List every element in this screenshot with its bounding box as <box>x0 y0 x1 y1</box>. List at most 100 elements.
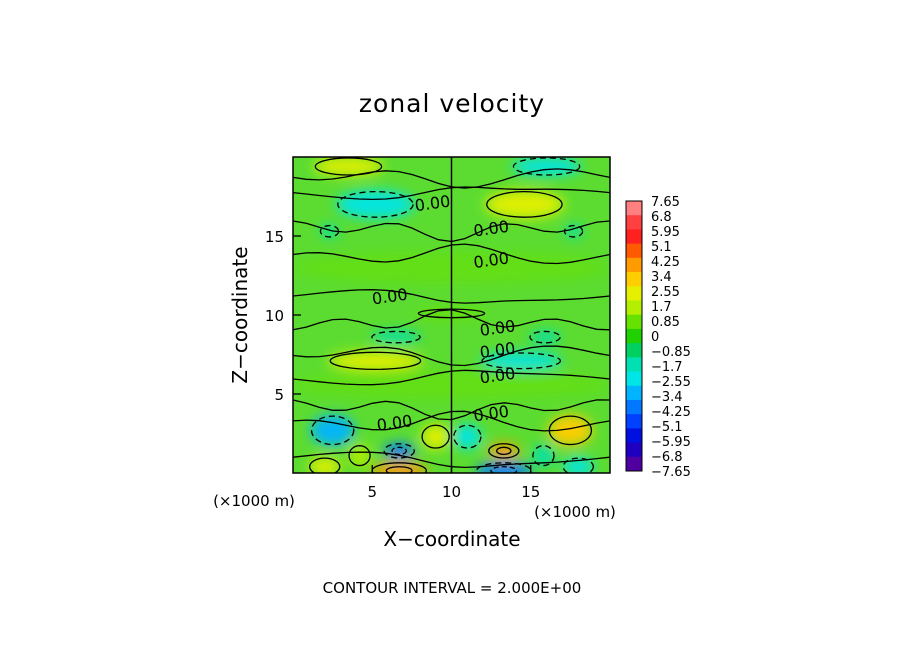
colorbar-swatch <box>626 343 642 358</box>
contour-ring-inner <box>490 466 518 473</box>
colorbar-swatch <box>626 272 642 287</box>
colorbar-swatch <box>626 201 642 216</box>
field-feature <box>383 442 416 459</box>
field-feature <box>564 224 584 238</box>
colorbar-level-label: 0.85 <box>651 315 680 330</box>
colorbar-level-label: 7.65 <box>651 195 680 210</box>
colorbar-swatch <box>626 243 642 259</box>
field-feature <box>327 351 423 371</box>
contour-ring <box>486 190 563 218</box>
contour-label: 0.00 <box>479 338 517 362</box>
field-feature <box>308 457 341 473</box>
colorbar-swatch <box>626 414 642 429</box>
x-axis-label: X−coordinate <box>383 527 520 551</box>
colorbar-level-label: −6.8 <box>651 450 683 465</box>
field-feature <box>548 414 593 447</box>
field-feature <box>310 414 355 447</box>
z-tick-label: 10 <box>265 307 284 325</box>
colorbar-swatch <box>626 371 642 387</box>
contour-ring <box>314 157 383 176</box>
contour-ring <box>329 351 422 371</box>
x-unit-left: (×1000 m) <box>213 492 295 510</box>
colorbar-swatch <box>626 357 642 373</box>
field-feature <box>335 190 416 219</box>
contour-ring-inner <box>385 466 413 473</box>
field-feature <box>487 442 520 459</box>
contour-ring <box>532 445 555 467</box>
z-tick-label: 15 <box>265 228 284 246</box>
contour-ring <box>310 415 355 446</box>
colorbar-level-label: 1.7 <box>651 300 672 315</box>
colorbar-level-label: −2.55 <box>651 375 691 390</box>
contour-ring <box>562 457 595 473</box>
colorbar: 7.656.85.955.14.253.42.551.70.850−0.85−1… <box>625 195 691 480</box>
colorbar-swatch <box>626 328 642 344</box>
contour-interval-footer: CONTOUR INTERVAL = 2.000E+00 <box>323 579 582 597</box>
colorbar-level-label: −4.25 <box>651 405 691 420</box>
contour-ring <box>383 443 415 459</box>
field-feature <box>453 424 482 450</box>
colorbar-level-label: 4.25 <box>651 255 680 270</box>
field-feature <box>529 330 561 344</box>
colorbar-swatch <box>626 399 642 415</box>
colorbar-level-label: 5.95 <box>651 225 680 240</box>
colorbar-level-label: −1.7 <box>651 360 683 375</box>
colorbar-swatch <box>626 300 642 316</box>
field-feature <box>421 424 450 450</box>
field-feature <box>484 190 565 219</box>
colorbar-level-label: 5.1 <box>651 240 672 255</box>
contour-ring <box>308 457 341 473</box>
field-feature <box>319 224 339 238</box>
contour-label: 0.00 <box>472 217 510 241</box>
field-feature <box>475 461 533 473</box>
colorbar-swatch <box>626 286 642 301</box>
contour-ring <box>529 330 561 344</box>
colorbar-level-label: −3.4 <box>651 390 683 405</box>
colorbar-swatch <box>626 456 642 472</box>
colorbar-level-label: −0.85 <box>651 345 691 360</box>
contour-label: 0.00 <box>479 364 517 388</box>
colorbar-swatch <box>626 215 642 230</box>
contour-label: 0.00 <box>479 316 517 340</box>
colorbar-swatch <box>626 428 642 444</box>
field-feature <box>370 330 422 344</box>
colorbar-swatch <box>626 314 642 330</box>
field-feature <box>348 444 371 467</box>
field-feature <box>370 461 428 473</box>
x-tick-label: 10 <box>442 483 461 501</box>
chart-title: zonal velocity <box>359 89 545 118</box>
contour-label: 0.00 <box>371 285 409 309</box>
contour-label: 0.00 <box>472 248 510 272</box>
colorbar-level-label: −5.1 <box>651 420 683 435</box>
colorbar-frame <box>625 200 643 472</box>
field-feature <box>532 444 555 467</box>
y-axis-label: Z−coordinate <box>228 246 252 383</box>
colorbar-swatch <box>626 229 642 245</box>
colorbar-swatch <box>626 442 642 458</box>
contour-label: 0.00 <box>414 191 452 215</box>
field-feature <box>313 157 384 176</box>
contour-ring <box>512 157 581 176</box>
colorbar-swatch <box>626 385 642 401</box>
colorbar-level-label: 0 <box>651 330 659 345</box>
contour-ring <box>453 424 482 449</box>
contour-label: 0.00 <box>472 402 510 426</box>
contour-ring <box>481 352 562 370</box>
colorbar-level-label: 6.8 <box>651 210 672 225</box>
field-feature <box>511 157 582 176</box>
contour-ring-inner <box>496 446 512 456</box>
contour-ring <box>371 330 421 344</box>
colorbar-level-label: −7.65 <box>651 465 691 480</box>
colorbar-swatch <box>626 257 642 273</box>
contour-ring <box>488 443 520 459</box>
z-tick-label: 5 <box>274 386 284 404</box>
x-tick-label: 15 <box>521 483 540 501</box>
colorbar-level-label: 3.4 <box>651 270 672 285</box>
contour-ring-inner <box>391 446 407 456</box>
contour-ring <box>421 424 450 449</box>
contour-label: 0.00 <box>376 411 414 435</box>
colorbar-level-label: −5.95 <box>651 435 691 450</box>
x-unit-right: (×1000 m) <box>534 503 616 521</box>
colorbar-level-label: 2.55 <box>651 285 680 300</box>
